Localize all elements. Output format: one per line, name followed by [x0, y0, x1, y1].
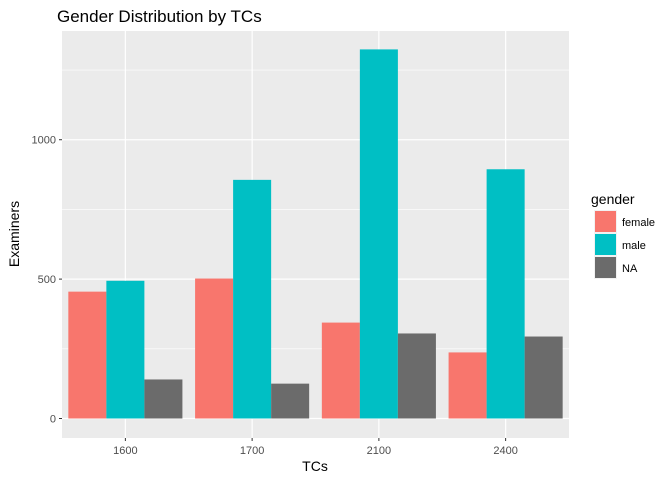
x-axis-title: TCs — [302, 458, 328, 474]
x-tick-label: 2400 — [493, 445, 517, 457]
bar-na-1600 — [144, 379, 183, 419]
bar-female-2100 — [321, 322, 360, 419]
legend-title: gender — [591, 191, 635, 207]
x-axis-ticks: 1600 1700 2100 2400 — [113, 438, 518, 457]
y-tick-label: 0 — [50, 413, 56, 425]
y-axis-ticks: 0 500 1000 — [32, 135, 62, 425]
y-tick-label: 1000 — [32, 135, 56, 147]
y-tick-label: 500 — [38, 274, 56, 286]
legend-swatch-female — [595, 211, 616, 232]
bar-male-2100 — [359, 49, 398, 419]
legend: gender female male NA — [591, 191, 655, 279]
x-tick-label: 1600 — [113, 445, 137, 457]
bar-female-1700 — [195, 278, 234, 419]
bar-female-2400 — [448, 352, 487, 419]
legend-label-male: male — [622, 240, 646, 252]
bar-male-2400 — [486, 169, 525, 419]
bar-male-1600 — [106, 280, 145, 419]
legend-label-na: NA — [622, 263, 638, 275]
legend-label-female: female — [622, 217, 655, 229]
legend-swatch-male — [595, 234, 616, 255]
bar-na-2100 — [397, 333, 436, 419]
x-tick-label: 2100 — [367, 445, 391, 457]
bar-na-2400 — [524, 336, 563, 419]
minor-gridlines — [62, 69, 569, 350]
bar-male-1700 — [233, 179, 272, 419]
bars — [68, 49, 563, 419]
bar-na-1700 — [271, 383, 310, 419]
legend-swatch-na — [595, 257, 616, 278]
y-axis-title: Examiners — [6, 201, 22, 267]
chart-title: Gender Distribution by TCs — [57, 7, 262, 26]
x-tick-label: 1700 — [240, 445, 264, 457]
bar-female-1600 — [68, 291, 107, 419]
